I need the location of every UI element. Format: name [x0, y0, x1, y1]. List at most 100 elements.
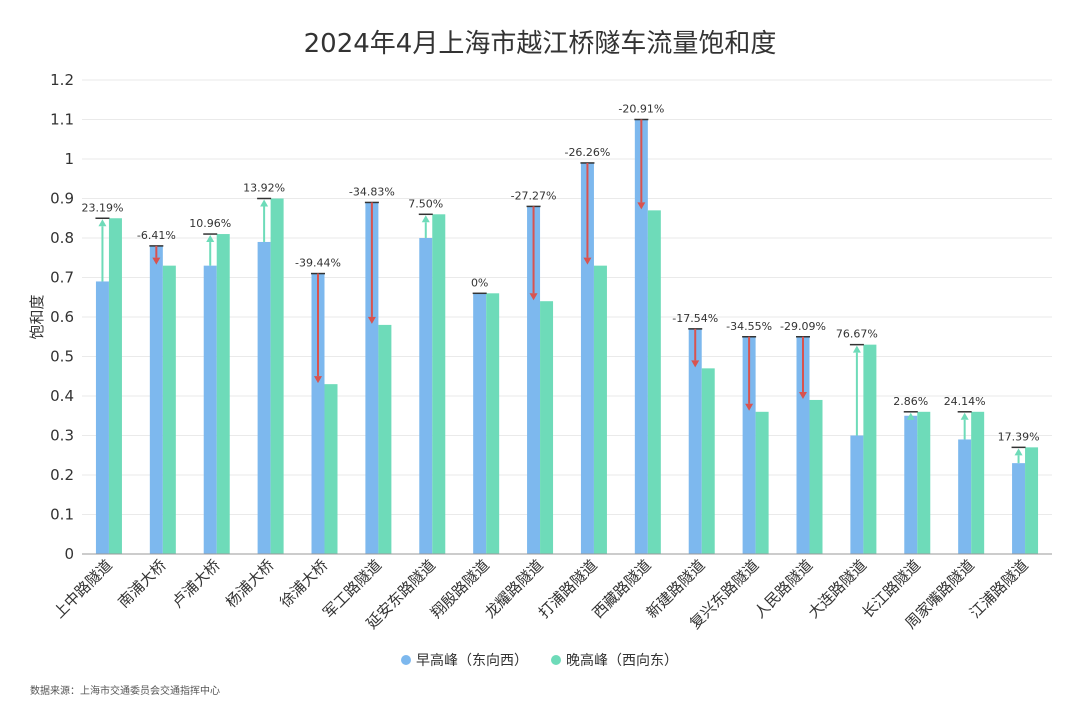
y-tick-label: 1.1	[50, 111, 74, 129]
bar-evening	[324, 384, 338, 554]
change-label: -20.91%	[618, 103, 664, 116]
change-arrow-head	[529, 293, 538, 301]
x-tick-label: 上中路隧道	[50, 556, 116, 622]
bar-evening	[540, 301, 554, 554]
y-tick-label: 0.4	[50, 387, 74, 405]
change-arrow-head	[206, 235, 215, 243]
bar-morning	[419, 238, 433, 554]
x-tick-label: 杨浦大桥	[222, 556, 277, 611]
bar-evening	[378, 324, 392, 554]
change-label: -34.55%	[726, 320, 772, 333]
change-arrow-head	[691, 360, 700, 368]
bar-morning	[203, 265, 217, 554]
change-label: -27.27%	[511, 189, 557, 202]
change-label: 10.96%	[189, 217, 231, 230]
y-axis-label: 饱和度	[28, 294, 46, 339]
y-tick-label: 0.5	[50, 348, 74, 366]
bar-morning	[365, 202, 379, 554]
change-label: 2.86%	[893, 395, 928, 408]
bar-morning	[958, 439, 972, 554]
y-tick-label: 0.1	[50, 506, 74, 524]
bar-evening	[755, 411, 769, 554]
y-tick-label: 1	[64, 150, 74, 168]
change-label: 23.19%	[81, 201, 123, 214]
bar-morning	[95, 281, 109, 554]
change-arrow-head	[745, 403, 754, 411]
y-tick-label: 0.3	[50, 427, 74, 445]
y-tick-label: 0.2	[50, 466, 74, 484]
change-arrow-head	[367, 316, 376, 324]
bar-evening	[486, 293, 500, 554]
change-label: 7.50%	[408, 197, 443, 210]
change-arrow-head	[98, 219, 107, 227]
change-label: 0%	[471, 276, 488, 289]
change-arrow-head	[152, 257, 161, 265]
y-tick-label: 0.6	[50, 308, 74, 326]
bar-morning	[904, 415, 918, 554]
bar-morning	[473, 293, 487, 554]
bar-morning	[580, 162, 594, 554]
x-tick-label: 江浦路隧道	[966, 556, 1032, 622]
bar-morning	[311, 273, 325, 554]
x-tick-label: 卢浦大桥	[168, 556, 223, 611]
change-arrow-head	[960, 412, 969, 420]
legend-label-morning: 早高峰（东向西）	[416, 652, 528, 669]
bar-evening	[971, 411, 985, 554]
change-arrow-head	[799, 391, 807, 399]
change-label: 76.67%	[836, 328, 878, 341]
bar-evening	[593, 265, 607, 554]
legend-label-evening: 晚高峰（西向东）	[566, 652, 678, 669]
legend: 早高峰（东向西） 晚高峰（西向东）	[401, 652, 678, 669]
bar-evening	[701, 368, 715, 554]
bar-morning	[257, 241, 271, 554]
bar-morning	[1012, 463, 1026, 554]
bar-evening	[108, 218, 122, 554]
change-label: -39.44%	[295, 257, 341, 270]
change-label: -6.41%	[137, 229, 176, 242]
grid	[82, 79, 1052, 515]
y-axis-ticks: 0 0.1 0.2 0.3 0.4 0.5 0.6 0.7 0.8 0.9 1 1.1 1.2	[50, 71, 74, 563]
bar-morning	[850, 435, 864, 554]
change-arrow-head	[852, 345, 861, 353]
change-arrow-head	[260, 199, 269, 207]
change-label: -17.54%	[672, 312, 718, 325]
x-tick-label: 徐浦大桥	[276, 556, 331, 611]
bar-evening	[432, 214, 446, 555]
bar-evening	[917, 411, 931, 554]
y-tick-label: 0	[64, 545, 74, 563]
change-label: -26.26%	[564, 146, 610, 159]
change-arrow-head	[583, 257, 592, 265]
bars	[95, 119, 1039, 555]
legend-marker-evening	[551, 655, 561, 665]
change-arrow-head	[906, 412, 915, 420]
bar-evening	[809, 399, 823, 554]
bar-evening	[647, 210, 661, 554]
x-axis-tick-labels: 上中路隧道南浦大桥卢浦大桥杨浦大桥徐浦大桥军工路隧道延安东路隧道翔殷路隧道龙耀路…	[50, 556, 1032, 632]
change-label: -29.09%	[780, 320, 826, 333]
y-tick-label: 0.8	[50, 229, 74, 247]
bar-morning	[634, 119, 648, 554]
x-tick-label: 南浦大桥	[114, 556, 169, 611]
change-arrow-head	[314, 376, 322, 384]
change-arrow-head	[1014, 448, 1023, 456]
change-label: 13.92%	[243, 182, 285, 195]
y-tick-label: 0.7	[50, 269, 74, 287]
chart-title: 2024年4月上海市越江桥隧车流量饱和度	[304, 29, 777, 59]
bar-evening	[162, 265, 176, 554]
bar-evening	[1025, 447, 1039, 554]
change-label: 24.14%	[944, 395, 986, 408]
change-label: 17.39%	[998, 430, 1040, 443]
bar-evening	[216, 234, 230, 555]
bar-morning	[742, 336, 756, 554]
y-tick-label: 0.9	[50, 190, 74, 208]
bar-evening	[863, 344, 877, 554]
bar-morning	[149, 245, 163, 554]
legend-marker-morning	[401, 655, 411, 665]
change-label: -34.83%	[349, 185, 395, 198]
y-tick-label: 1.2	[50, 71, 74, 89]
change-arrows: 23.19% -6.41% 10.96% 13.92% -39.44% -34.83% 7.…	[81, 103, 1040, 464]
bar-evening	[270, 198, 284, 554]
source-note: 数据来源：上海市交通委员会交通指挥中心	[30, 684, 220, 697]
bar-morning	[796, 336, 810, 554]
